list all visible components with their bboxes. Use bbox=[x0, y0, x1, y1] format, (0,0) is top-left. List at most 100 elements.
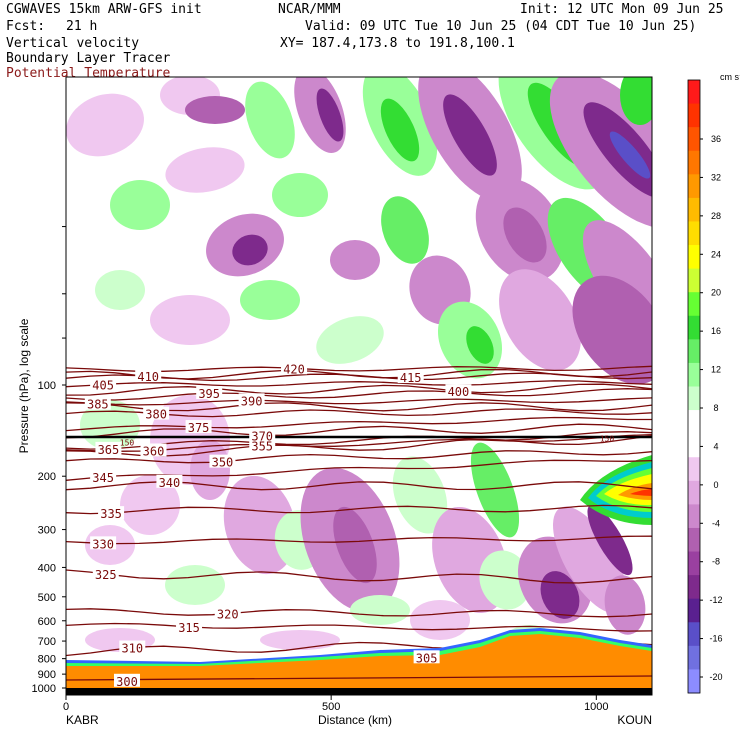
isentrope-line bbox=[66, 569, 652, 584]
colorbar-swatch bbox=[688, 362, 700, 387]
w-blob bbox=[380, 98, 420, 162]
w-blob bbox=[165, 565, 225, 605]
isentrope-line bbox=[66, 622, 652, 632]
y-tick-label: 800 bbox=[38, 654, 56, 666]
colorbar-swatch bbox=[688, 245, 700, 270]
isentrope-label: 320 bbox=[217, 608, 239, 622]
vertical-velocity-shading bbox=[66, 77, 652, 655]
w-blob bbox=[443, 94, 497, 176]
colorbar-tick-label: 4 bbox=[713, 441, 718, 451]
isentrope-label-bg bbox=[90, 536, 117, 550]
isentrope-line bbox=[66, 380, 652, 388]
isentrope-label-bg bbox=[281, 361, 308, 375]
isentrope-label: 390 bbox=[241, 394, 263, 408]
w-blob bbox=[316, 88, 344, 142]
valid-time: Valid: 09 UTC Tue 10 Jun 25 (04 CDT Tue … bbox=[305, 19, 697, 34]
colorbar-swatch bbox=[688, 504, 700, 529]
colorbar-swatch bbox=[688, 339, 700, 364]
y-tick-label: 600 bbox=[38, 616, 56, 628]
isentrope-label: 340 bbox=[159, 476, 181, 490]
isentrope-label: 310 bbox=[121, 642, 143, 656]
colorbar-swatch bbox=[688, 480, 700, 505]
colorbar-tick-label: 24 bbox=[711, 249, 721, 259]
isentrope-line bbox=[66, 416, 652, 432]
x-endpoint-right: KOUN bbox=[617, 713, 652, 727]
x-axis-title: Distance (km) bbox=[318, 713, 392, 727]
isentrope-label: 370 bbox=[251, 429, 273, 443]
colorbar-tick-label: 16 bbox=[711, 326, 721, 336]
isentrope-label: 305 bbox=[416, 651, 438, 665]
colorbar-swatch bbox=[688, 410, 700, 435]
colorbar-swatch bbox=[688, 622, 700, 647]
w-blob bbox=[503, 207, 547, 263]
w-blob bbox=[120, 475, 180, 535]
isentrope-labels: 300 305 310 315 320 325 330 335 340 345 350 355 360 3… bbox=[84, 361, 615, 689]
colorbar-swatch bbox=[688, 80, 700, 105]
colorbar-tick-label: -4 bbox=[712, 518, 720, 528]
w-blob bbox=[66, 93, 144, 157]
colorbar-swatch bbox=[688, 150, 700, 175]
isentrope-label-bg bbox=[413, 650, 440, 664]
ground-base bbox=[66, 688, 652, 695]
w-blob bbox=[470, 442, 520, 538]
w-blob bbox=[95, 270, 145, 310]
colorbar-tick-label: 20 bbox=[711, 288, 721, 298]
colorbar-tick-label: 12 bbox=[711, 365, 721, 375]
pressure-axis: 100 200 300 400 500 600 700 800 900 1000 bbox=[32, 226, 66, 695]
colorbar-swatch bbox=[688, 551, 700, 576]
isentrope-label: 400 bbox=[448, 385, 470, 399]
model-title: CGWAVES 15km ARW-GFS init bbox=[6, 2, 202, 17]
w-blob bbox=[620, 77, 652, 125]
isentrope-label: 360 bbox=[143, 444, 165, 458]
forecast-hour-value: 21 h bbox=[66, 19, 98, 34]
init-time: Init: 12 UTC Mon 09 Jun 25 bbox=[520, 2, 724, 17]
x-tick-label: 0 bbox=[63, 701, 69, 713]
field-boundary-layer-tracer: Boundary Layer Tracer bbox=[6, 51, 171, 66]
isentrope-line bbox=[66, 383, 652, 396]
isentrope-label: 410 bbox=[137, 370, 159, 384]
w-blob bbox=[110, 180, 170, 230]
isentrope-label: 395 bbox=[198, 387, 220, 401]
isentrope-label-bg bbox=[214, 606, 241, 620]
colorbar-swatch bbox=[688, 127, 700, 152]
w-blob bbox=[609, 131, 651, 179]
isentrope-label-bg bbox=[119, 640, 146, 654]
forecast-hour-label: Fcst: bbox=[6, 19, 46, 34]
y-tick-label: 200 bbox=[38, 471, 56, 483]
w-blob bbox=[185, 96, 245, 124]
colorbar-swatch bbox=[688, 645, 700, 670]
isentrope-label-bg bbox=[90, 469, 117, 483]
tracer-label: 150 bbox=[600, 434, 615, 443]
w-blob bbox=[272, 173, 328, 217]
isentrope-label-bg bbox=[98, 506, 125, 520]
w-blob bbox=[410, 600, 470, 640]
colorbar-swatch bbox=[688, 527, 700, 553]
terrain-fill bbox=[66, 634, 652, 695]
x-endpoint-left: KABR bbox=[66, 713, 99, 727]
w-blob bbox=[572, 275, 652, 385]
isentrope-label-bg bbox=[156, 474, 183, 488]
colorbar-swatch bbox=[688, 457, 700, 482]
colorbar-tick-label: 32 bbox=[711, 172, 721, 182]
w-blob bbox=[190, 440, 230, 500]
y-axis-title: Pressure (hPa), log scale bbox=[17, 318, 31, 453]
w-blob bbox=[392, 456, 448, 534]
colorbar-swatch bbox=[688, 221, 700, 246]
plot-area: 300 305 310 315 320 325 330 335 340 345 350 355 360 3… bbox=[66, 77, 652, 695]
isentrope-line bbox=[66, 365, 652, 372]
colorbar-tick-label: -20 bbox=[709, 672, 722, 682]
isentrope-label-bg bbox=[95, 441, 122, 455]
y-tick-label: 500 bbox=[38, 592, 56, 604]
colorbar-unit: cm s⁻¹ bbox=[720, 72, 740, 82]
colorbar-tick-label: 36 bbox=[711, 134, 721, 144]
colorbar-swatch bbox=[688, 197, 700, 222]
w-blob bbox=[466, 326, 494, 364]
w-blob bbox=[333, 506, 377, 584]
isentrope-label: 405 bbox=[92, 379, 114, 393]
isentrope-label: 335 bbox=[100, 507, 122, 521]
colorbar-tick-label: 28 bbox=[711, 211, 721, 221]
colorbar-frame bbox=[687, 79, 701, 694]
colorbar-swatch bbox=[688, 433, 700, 458]
isentrope-label: 365 bbox=[98, 443, 120, 457]
colorbar-tick-label: 8 bbox=[713, 403, 718, 413]
